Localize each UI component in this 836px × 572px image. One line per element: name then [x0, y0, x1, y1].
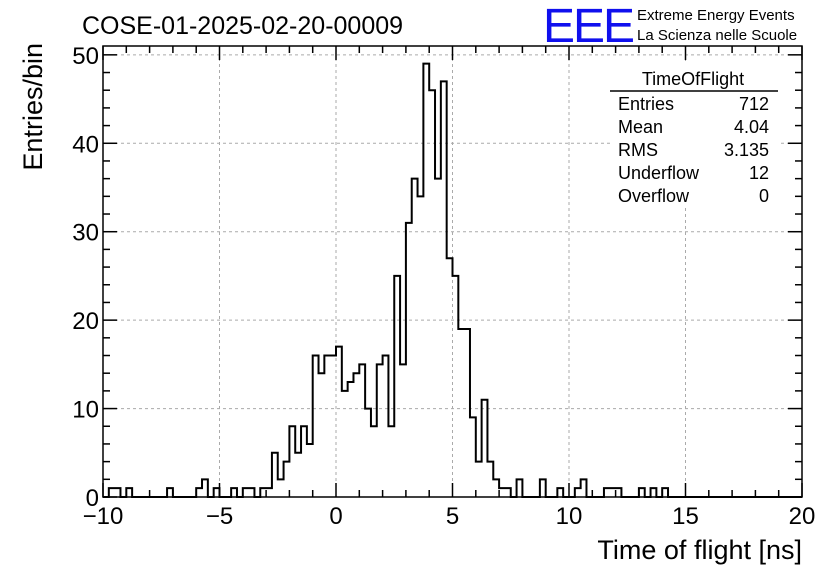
stats-row-label: Mean: [618, 117, 663, 137]
x-tick-label: 5: [446, 503, 459, 530]
eee-logo: EEE Extreme Energy Events La Scienza nel…: [543, 0, 797, 53]
x-tick-label: −5: [206, 503, 233, 530]
y-tick-label: 10: [72, 397, 99, 424]
stats-row-label: Overflow: [618, 186, 690, 206]
stats-row-label: Underflow: [618, 163, 700, 183]
stats-row-value: 12: [749, 163, 769, 183]
y-tick-label: 20: [72, 308, 99, 335]
stats-row-label: Entries: [618, 94, 674, 114]
y-tick-label: 50: [72, 43, 99, 70]
stats-row-label: RMS: [618, 140, 658, 160]
x-tick-label: 15: [672, 503, 699, 530]
x-tick-label: −10: [83, 503, 124, 530]
tick-labels: −10 −5 0 5 10 15 20 0 10 20 30 40 50: [72, 43, 815, 530]
x-axis-label: Time of flight [ns]: [597, 535, 802, 565]
axes: [102, 45, 803, 498]
y-tick-label: 0: [86, 485, 99, 512]
eee-logo-mark: EEE: [543, 0, 633, 53]
stats-row-value: 3.135: [724, 140, 769, 160]
y-tick-label: 30: [72, 220, 99, 247]
y-tick-label: 40: [72, 131, 99, 158]
eee-logo-line1: Extreme Energy Events: [637, 7, 795, 24]
stats-box: TimeOfFlight Entries 712 Mean 4.04 RMS 3.135 U…: [610, 62, 778, 208]
x-tick-label: 10: [556, 503, 583, 530]
x-tick-label: 0: [329, 503, 342, 530]
y-axis-label: Entries/bin: [18, 43, 48, 171]
x-tick-label: 20: [789, 503, 816, 530]
run-title: COSE-01-2025-02-20-00009: [82, 12, 403, 40]
stats-box-bg: [610, 62, 778, 208]
stats-title: TimeOfFlight: [642, 69, 744, 89]
grid-lines: [103, 46, 802, 497]
eee-logo-line2: La Scienza nelle Scuole: [637, 27, 797, 44]
stats-row-value: 712: [739, 94, 769, 114]
stats-rows: Entries 712 Mean 4.04 RMS 3.135 Underflow 12 Ove…: [618, 94, 769, 206]
stats-row-value: 4.04: [734, 117, 769, 137]
stats-row-value: 0: [759, 186, 769, 206]
